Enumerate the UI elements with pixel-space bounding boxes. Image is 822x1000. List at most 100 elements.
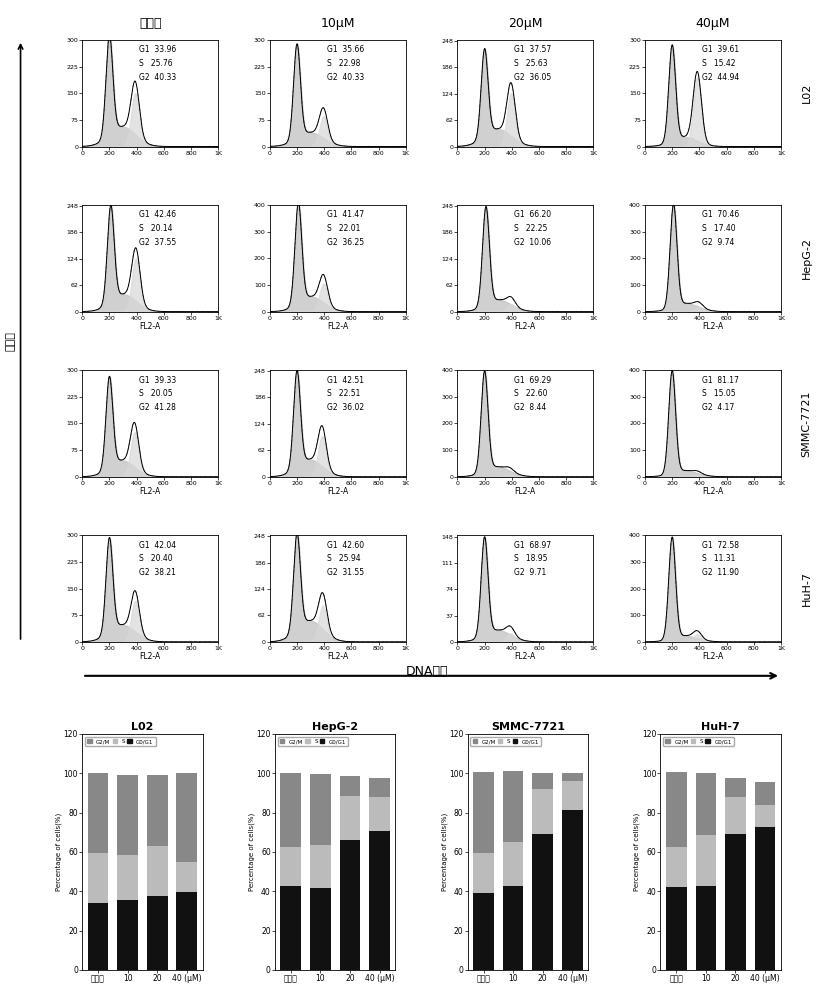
- Bar: [147, 775, 168, 846]
- Text: HepG-2: HepG-2: [801, 237, 811, 279]
- Bar: [310, 845, 330, 888]
- Text: S   25.76: S 25.76: [139, 59, 173, 68]
- Text: G1  42.51: G1 42.51: [327, 376, 364, 385]
- Bar: [310, 888, 330, 970]
- Text: S   15.42: S 15.42: [702, 59, 736, 68]
- Legend: G2/M, S, G0/G1: G2/M, S, G0/G1: [85, 737, 155, 746]
- Text: 细胞数: 细胞数: [6, 331, 16, 351]
- Y-axis label: Percentage of cells(%): Percentage of cells(%): [634, 813, 640, 891]
- Text: S   22.25: S 22.25: [515, 224, 547, 233]
- X-axis label: FL2-A: FL2-A: [702, 322, 723, 331]
- Text: G1  66.20: G1 66.20: [515, 210, 552, 219]
- Bar: [88, 853, 109, 903]
- Text: G1  70.46: G1 70.46: [702, 210, 739, 219]
- Bar: [695, 773, 716, 835]
- Bar: [339, 796, 360, 840]
- Bar: [118, 900, 138, 970]
- Text: G1  42.60: G1 42.60: [327, 541, 364, 550]
- Text: G1  69.29: G1 69.29: [515, 376, 552, 385]
- Text: S   15.05: S 15.05: [702, 389, 736, 398]
- Title: L02: L02: [132, 722, 154, 732]
- Bar: [562, 781, 583, 810]
- X-axis label: FL2-A: FL2-A: [515, 487, 536, 496]
- Bar: [280, 773, 301, 847]
- Bar: [88, 773, 109, 853]
- Text: 40μM: 40μM: [695, 17, 730, 30]
- Bar: [755, 805, 775, 827]
- Text: G1  42.46: G1 42.46: [139, 210, 177, 219]
- Text: G2  44.94: G2 44.94: [702, 73, 739, 82]
- Text: L02: L02: [801, 83, 811, 103]
- Bar: [666, 887, 686, 970]
- Text: G2  40.33: G2 40.33: [139, 73, 177, 82]
- Bar: [118, 775, 138, 855]
- Text: G2  40.33: G2 40.33: [327, 73, 364, 82]
- Text: 10μM: 10μM: [321, 17, 355, 30]
- X-axis label: FL2-A: FL2-A: [327, 487, 349, 496]
- Text: G2  9.74: G2 9.74: [702, 238, 734, 247]
- Text: S   20.14: S 20.14: [139, 224, 173, 233]
- Bar: [666, 847, 686, 887]
- Text: G1  68.97: G1 68.97: [515, 541, 552, 550]
- Text: S   11.31: S 11.31: [702, 554, 736, 563]
- Bar: [503, 886, 524, 970]
- Bar: [118, 855, 138, 900]
- Text: 对照组: 对照组: [139, 17, 161, 30]
- Bar: [533, 773, 553, 789]
- Text: G1  35.66: G1 35.66: [327, 45, 364, 54]
- Text: S   25.63: S 25.63: [515, 59, 548, 68]
- Text: SMMC-7721: SMMC-7721: [801, 390, 811, 457]
- Text: S   25.94: S 25.94: [327, 554, 361, 563]
- Text: S   20.05: S 20.05: [139, 389, 173, 398]
- Bar: [369, 797, 390, 831]
- Text: G2  4.17: G2 4.17: [702, 403, 734, 412]
- Bar: [503, 842, 524, 886]
- Bar: [755, 827, 775, 970]
- Bar: [369, 831, 390, 970]
- Bar: [562, 773, 583, 781]
- Text: DNA含量: DNA含量: [406, 665, 449, 678]
- Y-axis label: Percentage of cells(%): Percentage of cells(%): [248, 813, 255, 891]
- Title: HuH-7: HuH-7: [701, 722, 740, 732]
- Bar: [503, 771, 524, 842]
- Bar: [177, 892, 197, 970]
- X-axis label: FL2-A: FL2-A: [702, 487, 723, 496]
- X-axis label: FL2-A: FL2-A: [515, 652, 536, 661]
- Bar: [725, 778, 746, 797]
- Bar: [310, 774, 330, 845]
- Text: G2  38.21: G2 38.21: [139, 568, 176, 577]
- Text: G2  36.02: G2 36.02: [327, 403, 364, 412]
- Text: 20μM: 20μM: [508, 17, 543, 30]
- Text: S   17.40: S 17.40: [702, 224, 736, 233]
- Text: S   22.98: S 22.98: [327, 59, 360, 68]
- Y-axis label: Percentage of cells(%): Percentage of cells(%): [441, 813, 448, 891]
- Bar: [725, 797, 746, 834]
- Text: S   22.60: S 22.60: [515, 389, 548, 398]
- Bar: [88, 903, 109, 970]
- X-axis label: FL2-A: FL2-A: [515, 322, 536, 331]
- Text: G1  39.61: G1 39.61: [702, 45, 739, 54]
- X-axis label: FL2-A: FL2-A: [140, 322, 161, 331]
- Text: G2  10.06: G2 10.06: [515, 238, 552, 247]
- Bar: [473, 893, 494, 970]
- X-axis label: FL2-A: FL2-A: [327, 322, 349, 331]
- Bar: [369, 778, 390, 797]
- Bar: [695, 886, 716, 970]
- X-axis label: FL2-A: FL2-A: [327, 652, 349, 661]
- Text: G2  37.55: G2 37.55: [139, 238, 177, 247]
- Text: G2  36.05: G2 36.05: [515, 73, 552, 82]
- Text: S   22.51: S 22.51: [327, 389, 360, 398]
- Text: S   18.95: S 18.95: [515, 554, 548, 563]
- Legend: G2/M, S, G0/G1: G2/M, S, G0/G1: [470, 737, 541, 746]
- Text: G2  31.55: G2 31.55: [327, 568, 364, 577]
- Bar: [562, 810, 583, 970]
- Bar: [280, 886, 301, 970]
- Bar: [339, 840, 360, 970]
- Title: HepG-2: HepG-2: [312, 722, 358, 732]
- Bar: [147, 846, 168, 896]
- Text: G1  37.57: G1 37.57: [515, 45, 552, 54]
- X-axis label: FL2-A: FL2-A: [140, 487, 161, 496]
- Title: SMMC-7721: SMMC-7721: [491, 722, 565, 732]
- Text: G2  41.28: G2 41.28: [139, 403, 176, 412]
- Text: HuH-7: HuH-7: [801, 571, 811, 606]
